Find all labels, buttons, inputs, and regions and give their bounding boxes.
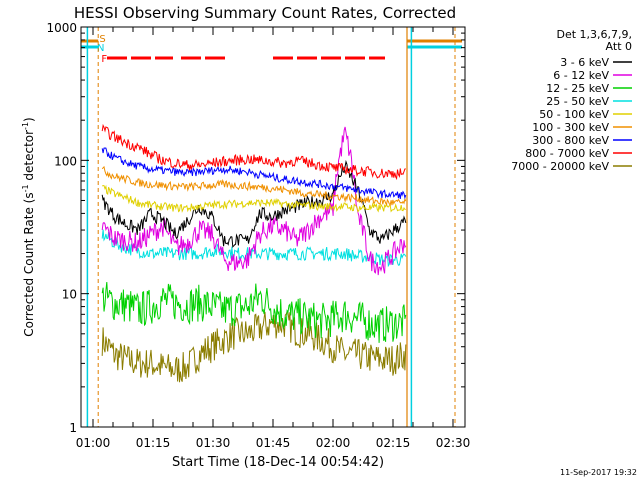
legend-label: 7000 - 20000 keV (511, 160, 609, 173)
x-tick-label: 01:30 (196, 436, 231, 450)
ylabel-part-1: Corrected Count Rate (s (22, 192, 36, 336)
chart-title: HESSI Observing Summary Count Rates, Cor… (74, 4, 456, 22)
series-line-4 (101, 184, 406, 213)
y-axis-label: Corrected Count Rate (s-1 detector-1) (21, 117, 36, 336)
series-line-7 (101, 123, 406, 181)
legend-label: 100 - 300 keV (532, 121, 609, 134)
x-tick-label: 01:15 (136, 436, 171, 450)
ylabel-part-3: ) (22, 117, 36, 122)
x-tick-label: 02:30 (436, 436, 471, 450)
flag-label-s: S (99, 34, 105, 45)
series-line-5 (101, 165, 407, 207)
flag-label-n: N (97, 43, 104, 54)
legend-label: 25 - 50 keV (546, 95, 609, 108)
y-tick-label: 100 (54, 154, 77, 168)
x-tick-label: 02:15 (376, 436, 411, 450)
x-tick-label: 01:45 (256, 436, 291, 450)
y-tick-label: 1000 (46, 21, 77, 35)
flag-label-f: F (101, 54, 107, 65)
series-line-2 (101, 281, 407, 343)
legend-header-line: Att 0 (606, 40, 632, 53)
x-tick-label: 02:00 (316, 436, 351, 450)
legend-label: 800 - 7000 keV (525, 147, 609, 160)
x-axis-label: Start Time (18-Dec-14 00:54:42) (172, 455, 384, 470)
legend-header-line: Det 1,3,6,7,9, (556, 28, 632, 41)
legend-label: 6 - 12 keV (553, 69, 609, 82)
series-line-0 (101, 159, 407, 248)
legend-label: 300 - 800 keV (532, 134, 609, 147)
ylabel-exp-2: -1 (21, 122, 30, 130)
series-line-3 (101, 229, 407, 268)
y-tick-label: 1 (69, 421, 77, 435)
ylabel-part-2: detector (22, 130, 36, 185)
legend-label: 3 - 6 keV (560, 56, 609, 69)
x-tick-label: 01:00 (76, 436, 111, 450)
legend-label: 12 - 25 keV (546, 82, 609, 95)
axes-layer: 1 10 100 1000 01:00 01:15 01:30 01:45 02:00 02:15… (46, 21, 470, 450)
footer-timestamp: 11-Sep-2017 19:32 (560, 468, 637, 477)
ylabel-exp-1: -1 (21, 184, 30, 192)
series-line-6 (101, 147, 407, 200)
series-line-8 (101, 310, 407, 383)
plot-layer: SNF (81, 27, 462, 427)
y-tick-label: 10 (62, 288, 77, 302)
legend-label: 50 - 100 keV (539, 108, 609, 121)
